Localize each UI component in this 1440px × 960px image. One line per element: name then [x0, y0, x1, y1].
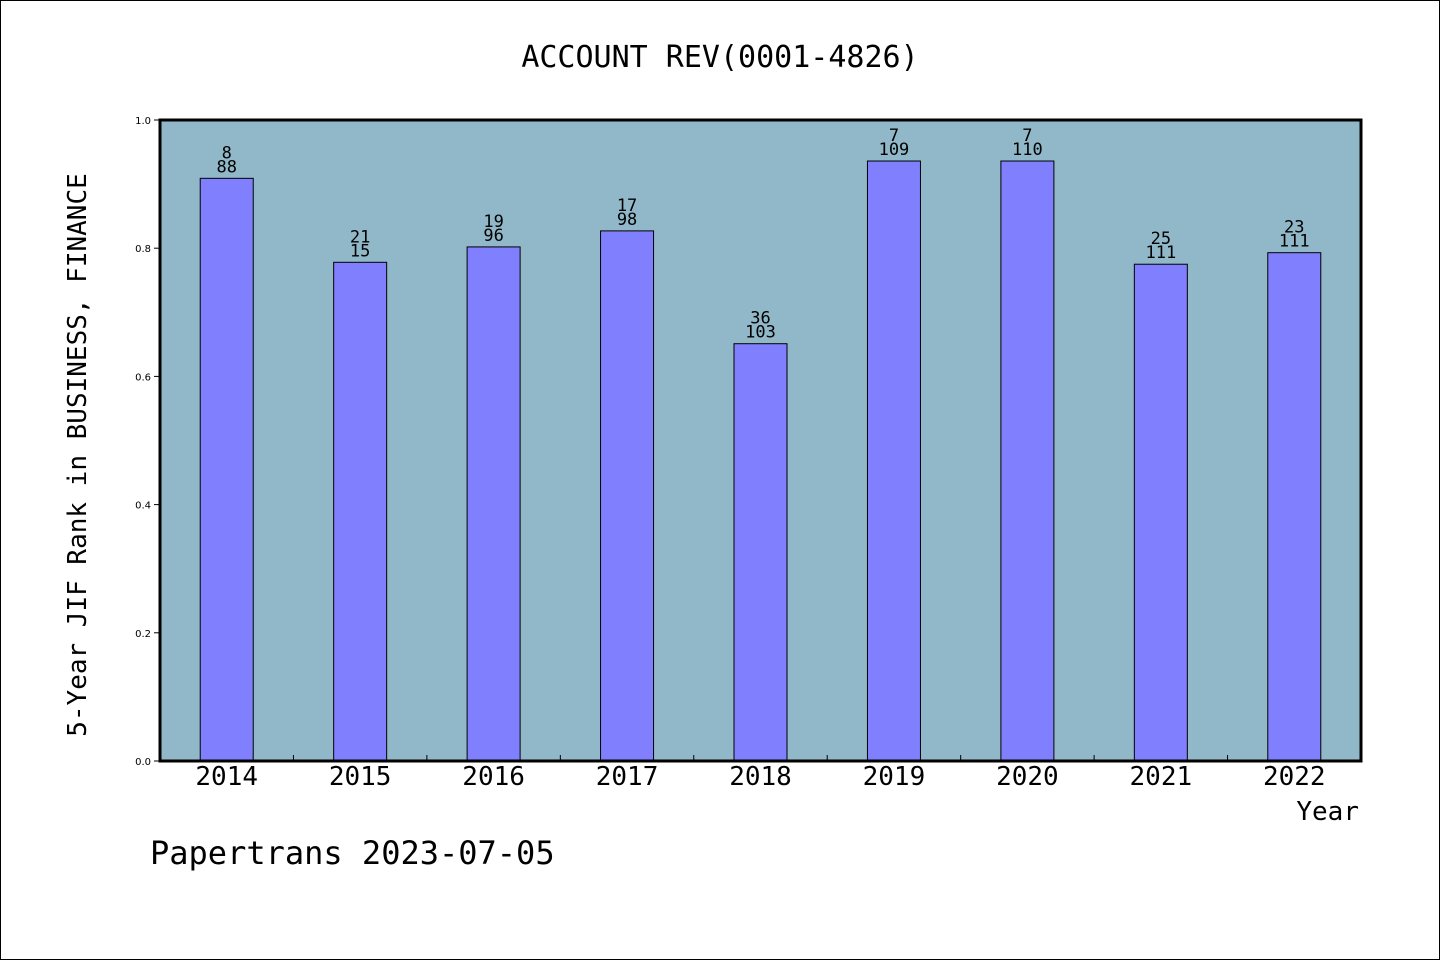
x-tick-label: 2015 [329, 762, 392, 792]
y-tick-label: 1.0 [135, 116, 151, 127]
x-tick-label: 2017 [596, 762, 659, 792]
chart-title: ACCOUNT REV(0001-4826) [521, 40, 918, 75]
bar-label-rank: 25 [1151, 229, 1171, 249]
bar [466, 246, 521, 762]
x-tick-label: 2014 [195, 762, 258, 792]
bar-label-total: 109 [879, 140, 910, 160]
bar [1267, 252, 1322, 762]
bar [866, 160, 921, 762]
x-tick-label: 2018 [729, 762, 792, 792]
x-tick-label: 2022 [1263, 762, 1326, 792]
bar-label-rank: 8 [222, 143, 232, 163]
bar [333, 261, 388, 762]
bar [1000, 160, 1055, 762]
bar-label-total: 103 [745, 323, 776, 343]
x-tick-label: 2020 [996, 762, 1059, 792]
bar-label-total: 111 [1145, 243, 1176, 263]
bar-label-rank: 21 [350, 227, 370, 247]
bars [199, 160, 1322, 762]
bar [600, 230, 655, 762]
bar [733, 343, 788, 762]
bar-label-total: 88 [216, 157, 236, 177]
bar-label-rank: 19 [483, 212, 503, 232]
x-tick-label: 2016 [462, 762, 525, 792]
bar-label-rank: 17 [617, 196, 637, 216]
bar-label-total: 96 [483, 226, 503, 246]
bar-label-total: 111 [1279, 232, 1310, 252]
bar-label-total: 110 [1012, 140, 1043, 160]
bar-label-rank: 7 [889, 126, 899, 146]
x-axis: 2014 2015 2016 2017 2018 2019 2020 2021 2022 [195, 755, 1326, 792]
bar-label-total: 98 [617, 210, 637, 230]
bar-label-rank: 7 [1022, 126, 1032, 146]
y-tick-label: 0.0 [135, 757, 151, 768]
plot-border [158, 118, 1363, 763]
x-axis-label: Year [1296, 797, 1359, 827]
bar-label-rank: 23 [1284, 218, 1304, 238]
x-tick-label: 2019 [863, 762, 926, 792]
y-tick-label: 0.6 [135, 372, 151, 383]
bar-label-rank: 36 [750, 309, 770, 329]
y-axis-label: 5-Year JIF Rank in BUSINESS, FINANCE [63, 173, 93, 737]
bar [199, 177, 254, 762]
bar-label-total: 15 [350, 241, 370, 261]
bar [1133, 263, 1188, 762]
y-tick-label: 0.8 [135, 244, 151, 255]
x-tick-label: 2021 [1130, 762, 1193, 792]
y-tick-label: 0.2 [135, 629, 151, 640]
y-axis: 0.0 0.2 0.4 0.6 0.8 1.0 [135, 116, 160, 768]
y-tick-label: 0.4 [135, 501, 151, 512]
footer-credit: Papertrans 2023-07-05 [150, 834, 555, 872]
